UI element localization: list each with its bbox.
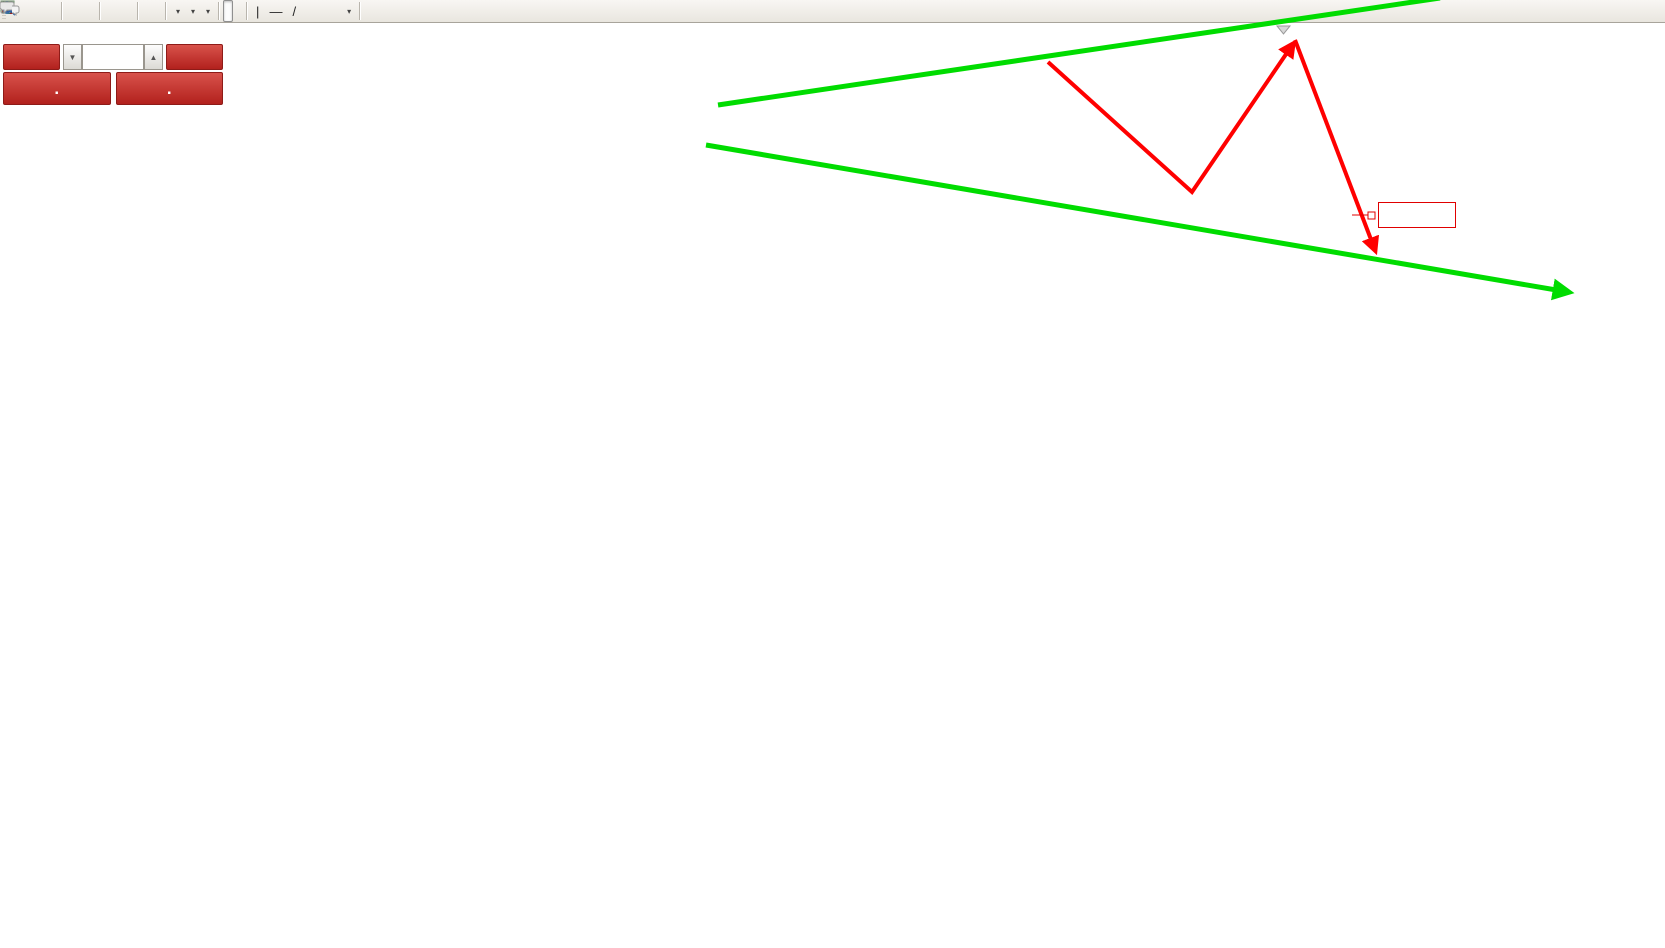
toolbar-separator [61,2,63,20]
bar-chart-mode-button[interactable] [1,0,76,22]
auto-trading-button[interactable] [0,0,58,22]
period-button[interactable]: ▾ [1,0,200,22]
toolbar-separator [165,2,167,20]
dropdown-caret: ▾ [206,6,211,16]
toolbar-separator [359,2,362,20]
one-click-trading-panel: ▼ ▲ . . [3,44,223,105]
templates-button[interactable]: ▾ [0,0,185,22]
fibonacci-tool-button[interactable]: F [1,0,321,22]
toolbar-separator [246,2,249,20]
trendline-tool-button[interactable]: / [287,0,301,22]
horizontal-line-icon: — [269,3,283,19]
line-chart-mode-button[interactable] [0,0,96,22]
dropdown-caret: ▾ [176,6,181,16]
trendline-icon: / [292,3,297,19]
dropdown-caret: ▾ [347,6,352,16]
auto-scroll-button[interactable] [1,0,152,22]
text-tool-button[interactable] [321,0,331,22]
signals-button[interactable] [0,0,48,22]
shapes-tool-button[interactable]: ▾ [1,0,356,22]
chart-shift-button[interactable] [2,0,162,22]
channel-tool-button[interactable]: E [0,0,311,22]
toolbar-separator [99,2,101,20]
price-callout-box[interactable] [1378,202,1456,228]
dropdown-caret: ▾ [191,6,196,16]
crosshair-tool-button[interactable] [1,0,243,22]
chart-profile-button[interactable] [0,0,38,22]
vertical-line-icon: | [256,3,260,19]
candlestick-mode-button[interactable] [2,0,86,22]
sell-button[interactable] [3,44,60,70]
zoom-out-button[interactable] [1,0,124,22]
chart-title [7,27,10,41]
text-label-tool-button[interactable]: T [0,0,341,22]
horizontal-line-tool-button[interactable]: — [264,0,287,22]
volume-input[interactable] [82,44,144,70]
cursor-tool-button[interactable] [3,0,234,22]
chat-icon[interactable] [0,0,20,16]
tile-windows-button[interactable] [1,0,134,22]
toolbar-separator [137,2,139,20]
zoom-in-button[interactable] [1,0,114,22]
toolbar-separator [218,2,221,20]
indicators-button[interactable]: ▾ [0,0,215,22]
toolbar: ▾ ▾ ▾ | — / E F T ▾ [0,0,1665,23]
buy-button[interactable] [166,44,223,70]
buy-price[interactable]: . [115,72,223,105]
vertical-line-tool-button[interactable]: | [251,0,264,22]
volume-decrease-button[interactable]: ▼ [63,44,82,70]
sell-price[interactable]: . [3,72,111,105]
volume-increase-button[interactable]: ▲ [144,44,163,70]
